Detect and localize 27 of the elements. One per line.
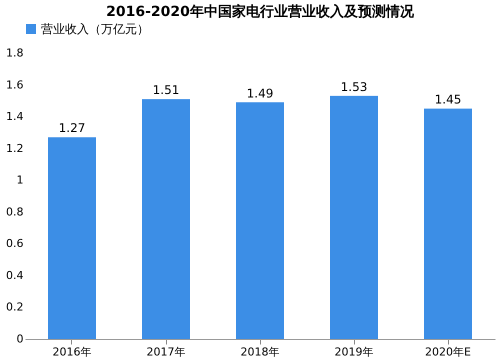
bar [424, 108, 472, 339]
y-tick-label: 1.2 [6, 142, 24, 155]
data-label: 1.27 [58, 121, 86, 136]
data-label: 1.49 [246, 86, 274, 100]
chart-title: 2016-2020年中国家电行业营业收入及预测情况 [106, 3, 415, 20]
bar [142, 99, 190, 339]
y-tick-label: 0.8 [6, 205, 24, 218]
y-tick-label: 0.2 [6, 300, 24, 314]
x-tick-label: 2019年 [334, 346, 374, 358]
y-tick-label: 0 [16, 332, 24, 346]
y-tick-label: 0.6 [6, 237, 24, 250]
y-tick-label: 1 [16, 174, 24, 187]
y-tick-label: 1.8 [6, 46, 24, 60]
bar [48, 137, 96, 339]
x-tick-label: 2017年 [146, 346, 186, 358]
x-tick-label: 2018年 [240, 346, 280, 358]
x-tick-label: 2020年E [425, 346, 472, 358]
x-tick-label: 2016年 [52, 346, 92, 358]
bar [330, 96, 378, 339]
data-label: 1.51 [152, 83, 180, 98]
y-tick-label: 1.4 [6, 110, 24, 124]
y-tick-label: 1.6 [6, 78, 24, 92]
legend-label: 营业收入（万亿元） [41, 22, 149, 36]
data-label: 1.45 [434, 92, 462, 107]
bar [236, 102, 284, 339]
y-tick-label: 0.4 [6, 268, 24, 282]
data-label: 1.53 [340, 80, 368, 94]
